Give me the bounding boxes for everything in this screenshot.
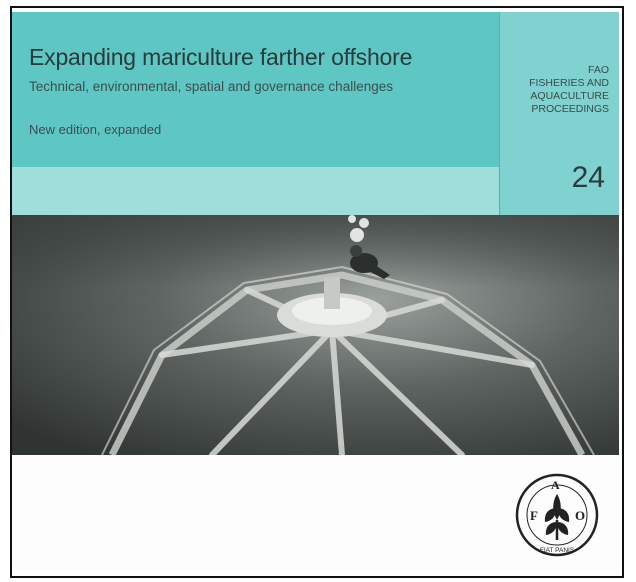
series-name: FAO FISHERIES AND AQUACULTURE PROCEEDING… xyxy=(499,64,609,116)
edition-label: New edition, expanded xyxy=(29,122,162,137)
logo-motto: FIAT PANIS xyxy=(540,547,575,554)
series-line: FAO xyxy=(587,64,609,76)
series-line: AQUACULTURE xyxy=(530,90,609,102)
cover-light-band xyxy=(12,167,499,215)
series-panel xyxy=(499,12,619,215)
fao-logo-icon: F A O FIAT PANIS xyxy=(515,473,599,557)
cover-subtitle: Technical, environmental, spatial and go… xyxy=(29,79,393,94)
logo-letter: O xyxy=(575,508,585,523)
series-line: PROCEEDINGS xyxy=(531,103,609,115)
cover-title: Expanding mariculture farther offshore xyxy=(29,44,413,70)
underwater-cage-photo xyxy=(12,215,619,455)
series-number: 24 xyxy=(571,161,605,194)
logo-letter: F xyxy=(530,508,538,523)
book-cover: Expanding mariculture farther offshore T… xyxy=(12,12,619,572)
logo-letter: A xyxy=(551,478,560,492)
photo-illustration xyxy=(12,215,619,455)
series-line: FISHERIES AND xyxy=(529,77,609,89)
